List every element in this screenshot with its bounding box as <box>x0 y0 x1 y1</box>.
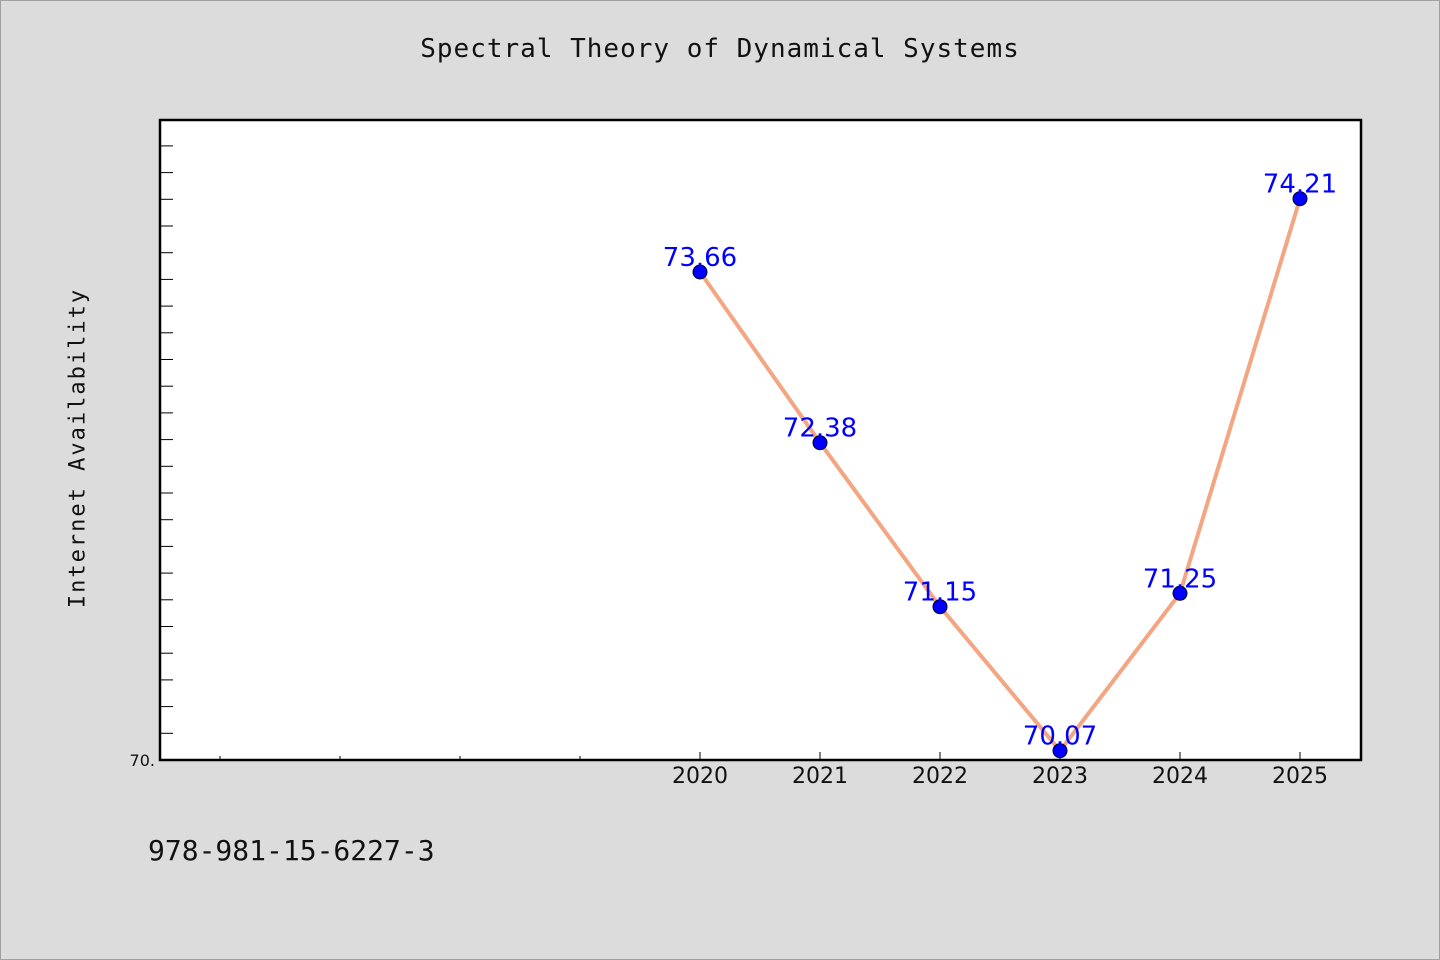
x-tick-label: 2022 <box>912 764 968 789</box>
series-line <box>698 198 1302 753</box>
x-tick-labels: 2020 2021 2022 2023 2024 2025 <box>672 752 1328 789</box>
data-label: 72.38 <box>783 414 857 444</box>
data-point <box>812 435 828 451</box>
x-tick-label: 2020 <box>672 764 728 789</box>
data-labels: 73.66 72.38 71.15 70.07 71.25 74.21 <box>663 170 1337 752</box>
x-tick-label: 2023 <box>1032 764 1088 789</box>
data-points <box>692 191 1308 759</box>
y-ticks <box>160 145 173 734</box>
data-label: 71.25 <box>1143 564 1217 594</box>
y-min-label: 70. <box>130 751 155 770</box>
plot-area <box>158 118 1363 762</box>
data-label: 73.66 <box>663 243 737 273</box>
data-point <box>1052 743 1068 759</box>
chart-title: Spectral Theory of Dynamical Systems <box>420 34 1020 64</box>
data-label: 70.07 <box>1023 722 1097 752</box>
data-point <box>1172 585 1188 601</box>
x-tick-label: 2025 <box>1272 764 1328 789</box>
x-tick-label: 2021 <box>792 764 848 789</box>
x-tick-label: 2024 <box>1152 764 1208 789</box>
series-line-group <box>698 198 1302 753</box>
x-minor-ticks <box>219 756 581 760</box>
data-label: 71.15 <box>903 578 977 608</box>
data-point <box>932 599 948 615</box>
data-label: 74.21 <box>1263 170 1337 200</box>
isbn-text: 978-981-15-6227-3 <box>148 834 435 867</box>
data-point <box>692 264 708 280</box>
data-point <box>1292 191 1308 207</box>
